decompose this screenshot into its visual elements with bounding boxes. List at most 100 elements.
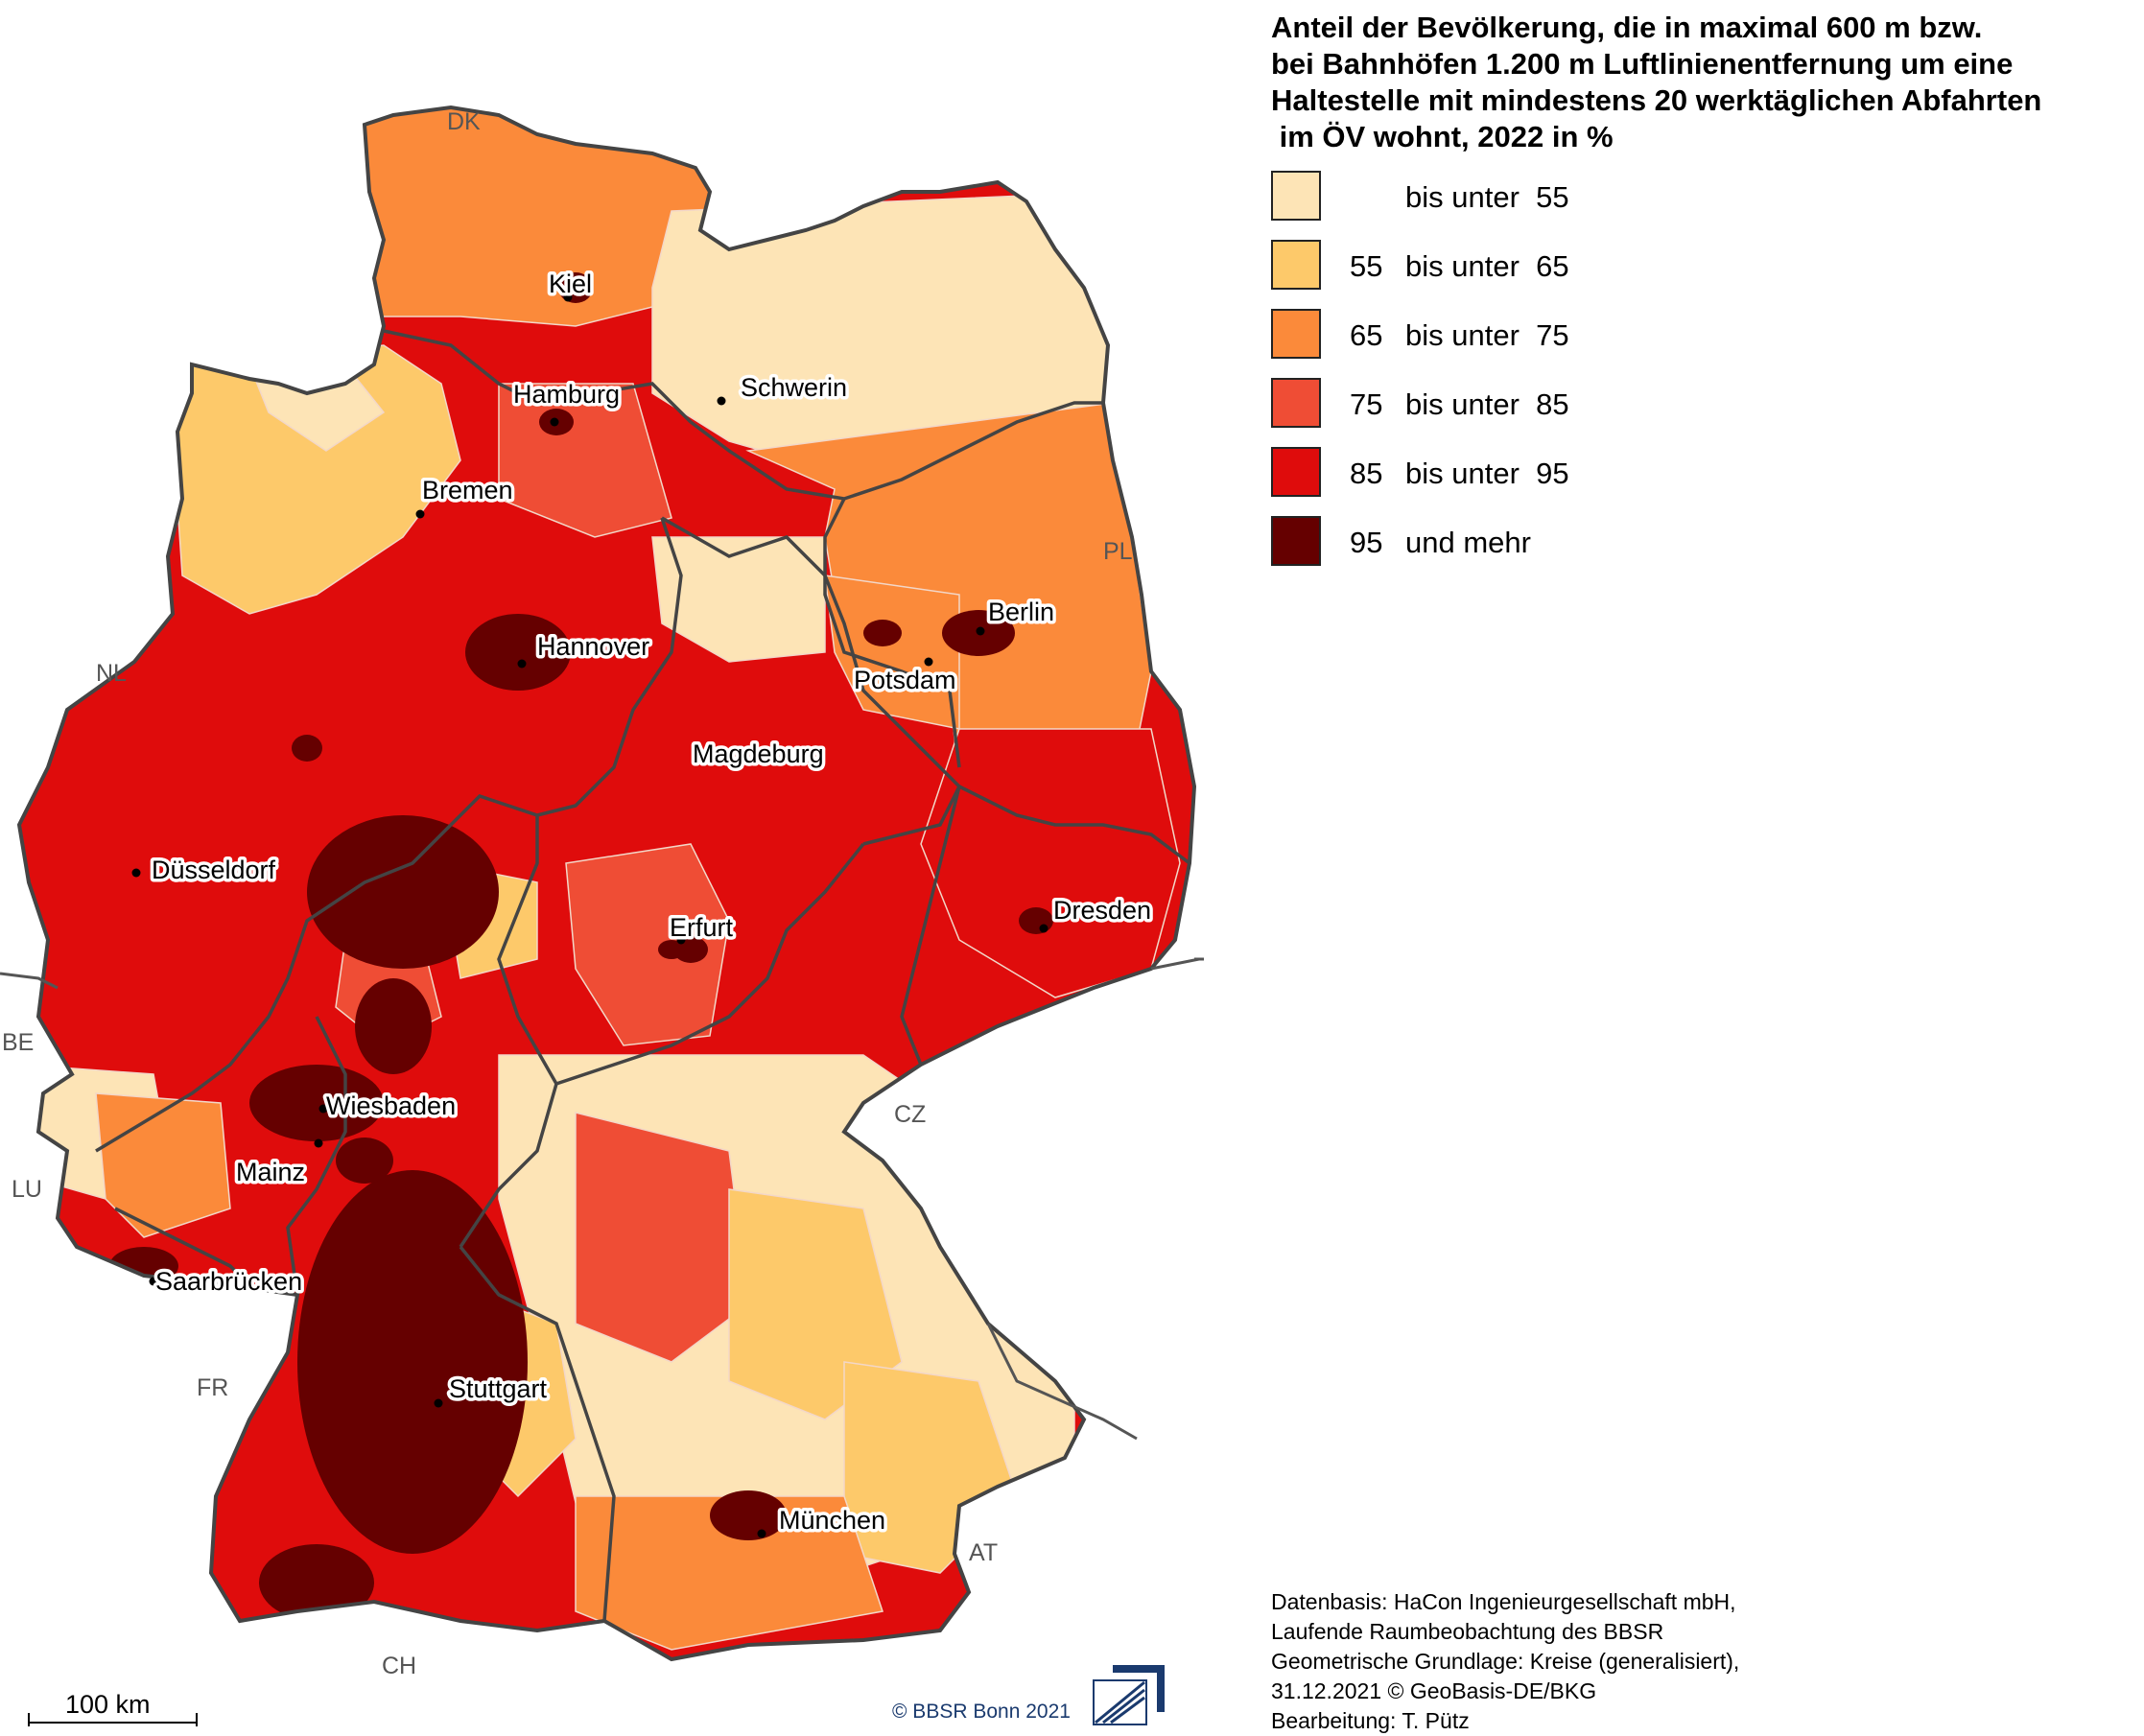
country-label-dk: DK <box>447 108 481 135</box>
neighbour-borders <box>0 957 1204 1441</box>
legend-item: 75 bis unter 85 <box>1271 376 2134 445</box>
source-line: Laufende Raumbeobachtung des BBSR <box>1271 1619 1664 1644</box>
city-label: Hamburg <box>513 380 620 409</box>
country-label-at: AT <box>969 1539 998 1566</box>
city-marker <box>131 868 141 878</box>
city-label: Berlin <box>988 598 1054 626</box>
city-layer: Kiel Hamburg Schwerin Bremen Hannover Berlin P… <box>131 267 1155 1538</box>
country-label-fr: FR <box>197 1374 228 1401</box>
legend-lower-bound: 95 <box>1350 526 1383 559</box>
city-label: Bremen <box>422 476 513 504</box>
city-marker <box>563 293 573 302</box>
district-region <box>658 940 685 959</box>
city-marker <box>717 396 726 406</box>
legend-title-line: Anteil der Bevölkerung, die in maximal 6… <box>1271 11 1983 44</box>
source-line: 31.12.2021 © GeoBasis-DE/BKG <box>1271 1678 1597 1703</box>
city-label: Stuttgart <box>449 1374 548 1403</box>
scale-bar-label: 100 km <box>65 1690 151 1719</box>
district-region <box>824 575 960 730</box>
district-region <box>465 614 571 691</box>
city-label: Magdeburg <box>693 739 824 768</box>
district-region <box>1019 907 1053 934</box>
legend-title-line: bei Bahnhöfen 1.200 m Luftlinienentfernu… <box>1271 47 2014 81</box>
city-label: Mainz <box>236 1158 305 1186</box>
city-label: Schwerin <box>741 373 847 402</box>
city-label: Kiel <box>549 270 592 298</box>
district-region <box>565 843 730 1046</box>
country-labels: DK PL NL BE LU FR CZ AT CH <box>2 108 1133 1679</box>
legend-label: bis unter 95 <box>1405 457 1569 490</box>
city-marker <box>676 935 686 945</box>
city-label: Hannover <box>537 632 649 661</box>
district-region <box>355 978 432 1074</box>
source-line: Geometrische Grundlage: Kreise (generali… <box>1271 1649 1740 1674</box>
city-marker <box>550 417 559 427</box>
city-marker <box>753 747 763 757</box>
city-marker <box>434 1398 443 1408</box>
district-region <box>297 1170 528 1554</box>
legend-label: bis unter 75 <box>1405 318 1569 352</box>
bbsr-logo <box>1093 1665 1165 1725</box>
source-note: Datenbasis: HaCon Ingenieurgesellschaft … <box>1271 1587 1739 1736</box>
legend-label: und mehr <box>1405 526 1531 559</box>
city-label: Erfurt <box>670 913 734 942</box>
city-label: Potsdam <box>854 666 956 694</box>
state-boundaries <box>95 329 1191 1622</box>
legend-item: 55 bis unter 65 <box>1271 238 2134 307</box>
country-label-be: BE <box>2 1029 34 1056</box>
legend-swatch <box>1271 378 1321 428</box>
district-region <box>336 1138 393 1184</box>
legend-label: bis unter 85 <box>1405 387 1569 421</box>
legend-title-line: im ÖV wohnt, 2022 in % <box>1271 120 1614 153</box>
scale-bar <box>28 1713 198 1726</box>
city-label: Dresden <box>1053 896 1151 925</box>
city-marker <box>924 657 933 667</box>
city-marker <box>149 1277 158 1286</box>
city-marker <box>314 1138 323 1148</box>
legend-item: bis unter 55 <box>1271 169 2134 238</box>
country-label-pl: PL <box>1103 538 1133 565</box>
legend-lower-bound: 85 <box>1350 457 1383 490</box>
legend-item: 85 bis unter 95 <box>1271 445 2134 514</box>
legend-label: bis unter 55 <box>1405 180 1569 214</box>
city-marker <box>757 1529 766 1538</box>
legend-title: Anteil der Bevölkerung, die in maximal 6… <box>1271 10 2134 155</box>
legend-swatch <box>1271 240 1321 290</box>
germany-outline <box>16 105 1197 1662</box>
copyright: © BBSR Bonn 2021 <box>892 1701 1071 1723</box>
legend-item: 95 und mehr <box>1271 514 2134 583</box>
legend-swatch <box>1271 309 1321 359</box>
city-marker <box>318 1104 328 1114</box>
city-marker <box>976 626 985 636</box>
legend-swatch <box>1271 516 1321 566</box>
city-label: München <box>779 1506 885 1535</box>
district-region <box>863 620 902 646</box>
city-marker <box>517 659 527 669</box>
district-region <box>651 536 826 663</box>
district-region <box>710 1490 787 1540</box>
legend-item: 65 bis unter 75 <box>1271 307 2134 376</box>
legend-lower-bound: 75 <box>1350 387 1383 421</box>
country-label-cz: CZ <box>894 1101 926 1128</box>
district-region <box>249 1065 384 1141</box>
district-region <box>307 815 499 969</box>
legend-lower-bound: 55 <box>1350 249 1383 283</box>
city-marker <box>1039 924 1048 933</box>
district-region <box>259 1544 374 1621</box>
source-line: Datenbasis: HaCon Ingenieurgesellschaft … <box>1271 1589 1736 1614</box>
city-label: Wiesbaden <box>326 1091 456 1120</box>
city-marker <box>415 509 425 519</box>
district-region <box>292 735 322 762</box>
source-line: Bearbeitung: T. Pütz <box>1271 1708 1470 1733</box>
legend-title-line: Haltestelle mit mindestens 20 werktäglic… <box>1271 83 2042 117</box>
legend-lower-bound: 65 <box>1350 318 1383 352</box>
city-label: Saarbrücken <box>155 1267 302 1296</box>
country-label-lu: LU <box>12 1176 42 1203</box>
country-label-nl: NL <box>96 660 127 687</box>
district-region <box>575 1112 749 1363</box>
legend-swatch <box>1271 447 1321 497</box>
country-label-ch: CH <box>382 1653 416 1679</box>
legend: Anteil der Bevölkerung, die in maximal 6… <box>1271 10 2134 583</box>
district-region <box>575 1495 884 1651</box>
